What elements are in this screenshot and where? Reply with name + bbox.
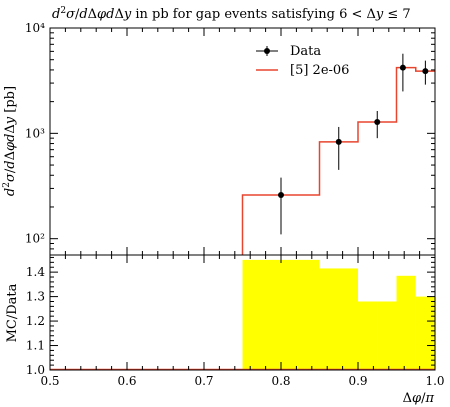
mc-histogram-layer xyxy=(241,66,435,255)
ratio-y-tick-label: 1.3 xyxy=(26,290,45,304)
data-point xyxy=(422,68,429,75)
ratio-y-tick-label: 1.2 xyxy=(26,314,45,328)
x-tick-label: 0.5 xyxy=(40,374,59,388)
axis-ticks-layer: 0.5 0.6 0.7 0.8 0.9 1.0 10² 10³ 10⁴ 1.0 1.1 1.2 1.3 1… xyxy=(25,21,445,388)
data-points-layer xyxy=(278,53,429,235)
data-point xyxy=(335,138,342,145)
x-axis-label: Δφ/π xyxy=(403,391,435,406)
x-tick-label: 0.7 xyxy=(194,374,213,388)
x-tick-label: 1.0 xyxy=(425,374,444,388)
ratio-y-tick-label: 1.0 xyxy=(26,363,45,377)
chart-title: d2σ/dΔφdΔy in pb for gap events satisfyi… xyxy=(52,6,411,22)
mc-histogram-line xyxy=(241,66,435,255)
legend-data-marker xyxy=(264,48,270,54)
ratio-band-bin xyxy=(415,296,435,370)
data-point xyxy=(278,191,284,198)
ratio-band-bin xyxy=(396,275,416,370)
y-tick-label: 10³ xyxy=(25,126,45,140)
ratio-y-axis-label: MC/Data xyxy=(5,283,20,342)
y-axis-label: d2σ/dΔφdΔy [pb] xyxy=(2,86,18,196)
legend-data-label: Data xyxy=(290,44,321,59)
ratio-panel-frame xyxy=(49,254,436,371)
x-tick-label: 0.8 xyxy=(271,374,290,388)
ratio-band-bin xyxy=(377,301,397,370)
data-point xyxy=(399,64,406,71)
x-tick-label: 0.6 xyxy=(117,374,136,388)
ratio-band-bin xyxy=(319,268,358,370)
ratio-band-layer xyxy=(242,259,435,370)
y-tick-label: 10² xyxy=(25,232,45,246)
legend: Data [5] 2e-06 xyxy=(256,44,349,78)
ratio-band-bin xyxy=(242,259,320,370)
ratio-band-bin xyxy=(358,301,378,370)
data-point xyxy=(374,119,381,126)
ratio-y-tick-label: 1.1 xyxy=(26,339,45,353)
legend-mc-label: [5] 2e-06 xyxy=(290,63,349,78)
x-tick-label: 0.9 xyxy=(348,374,367,388)
ratio-y-tick-label: 1.4 xyxy=(26,265,45,279)
y-tick-label: 10⁴ xyxy=(25,21,45,35)
